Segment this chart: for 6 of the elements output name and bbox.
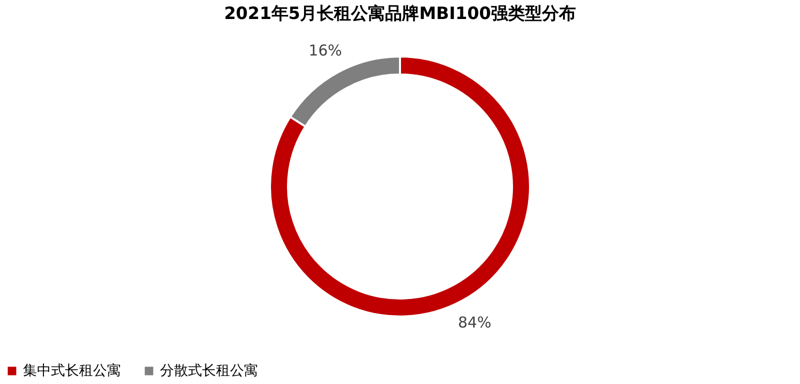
data-label: 16% [308,42,342,60]
legend-label: 分散式长租公寓 [160,363,258,379]
chart-title: 2021年5月长租公寓品牌MBI100强类型分布 [224,4,576,24]
donut-slice [269,56,531,318]
legend-label: 集中式长租公寓 [23,363,121,379]
data-label: 84% [458,313,492,332]
